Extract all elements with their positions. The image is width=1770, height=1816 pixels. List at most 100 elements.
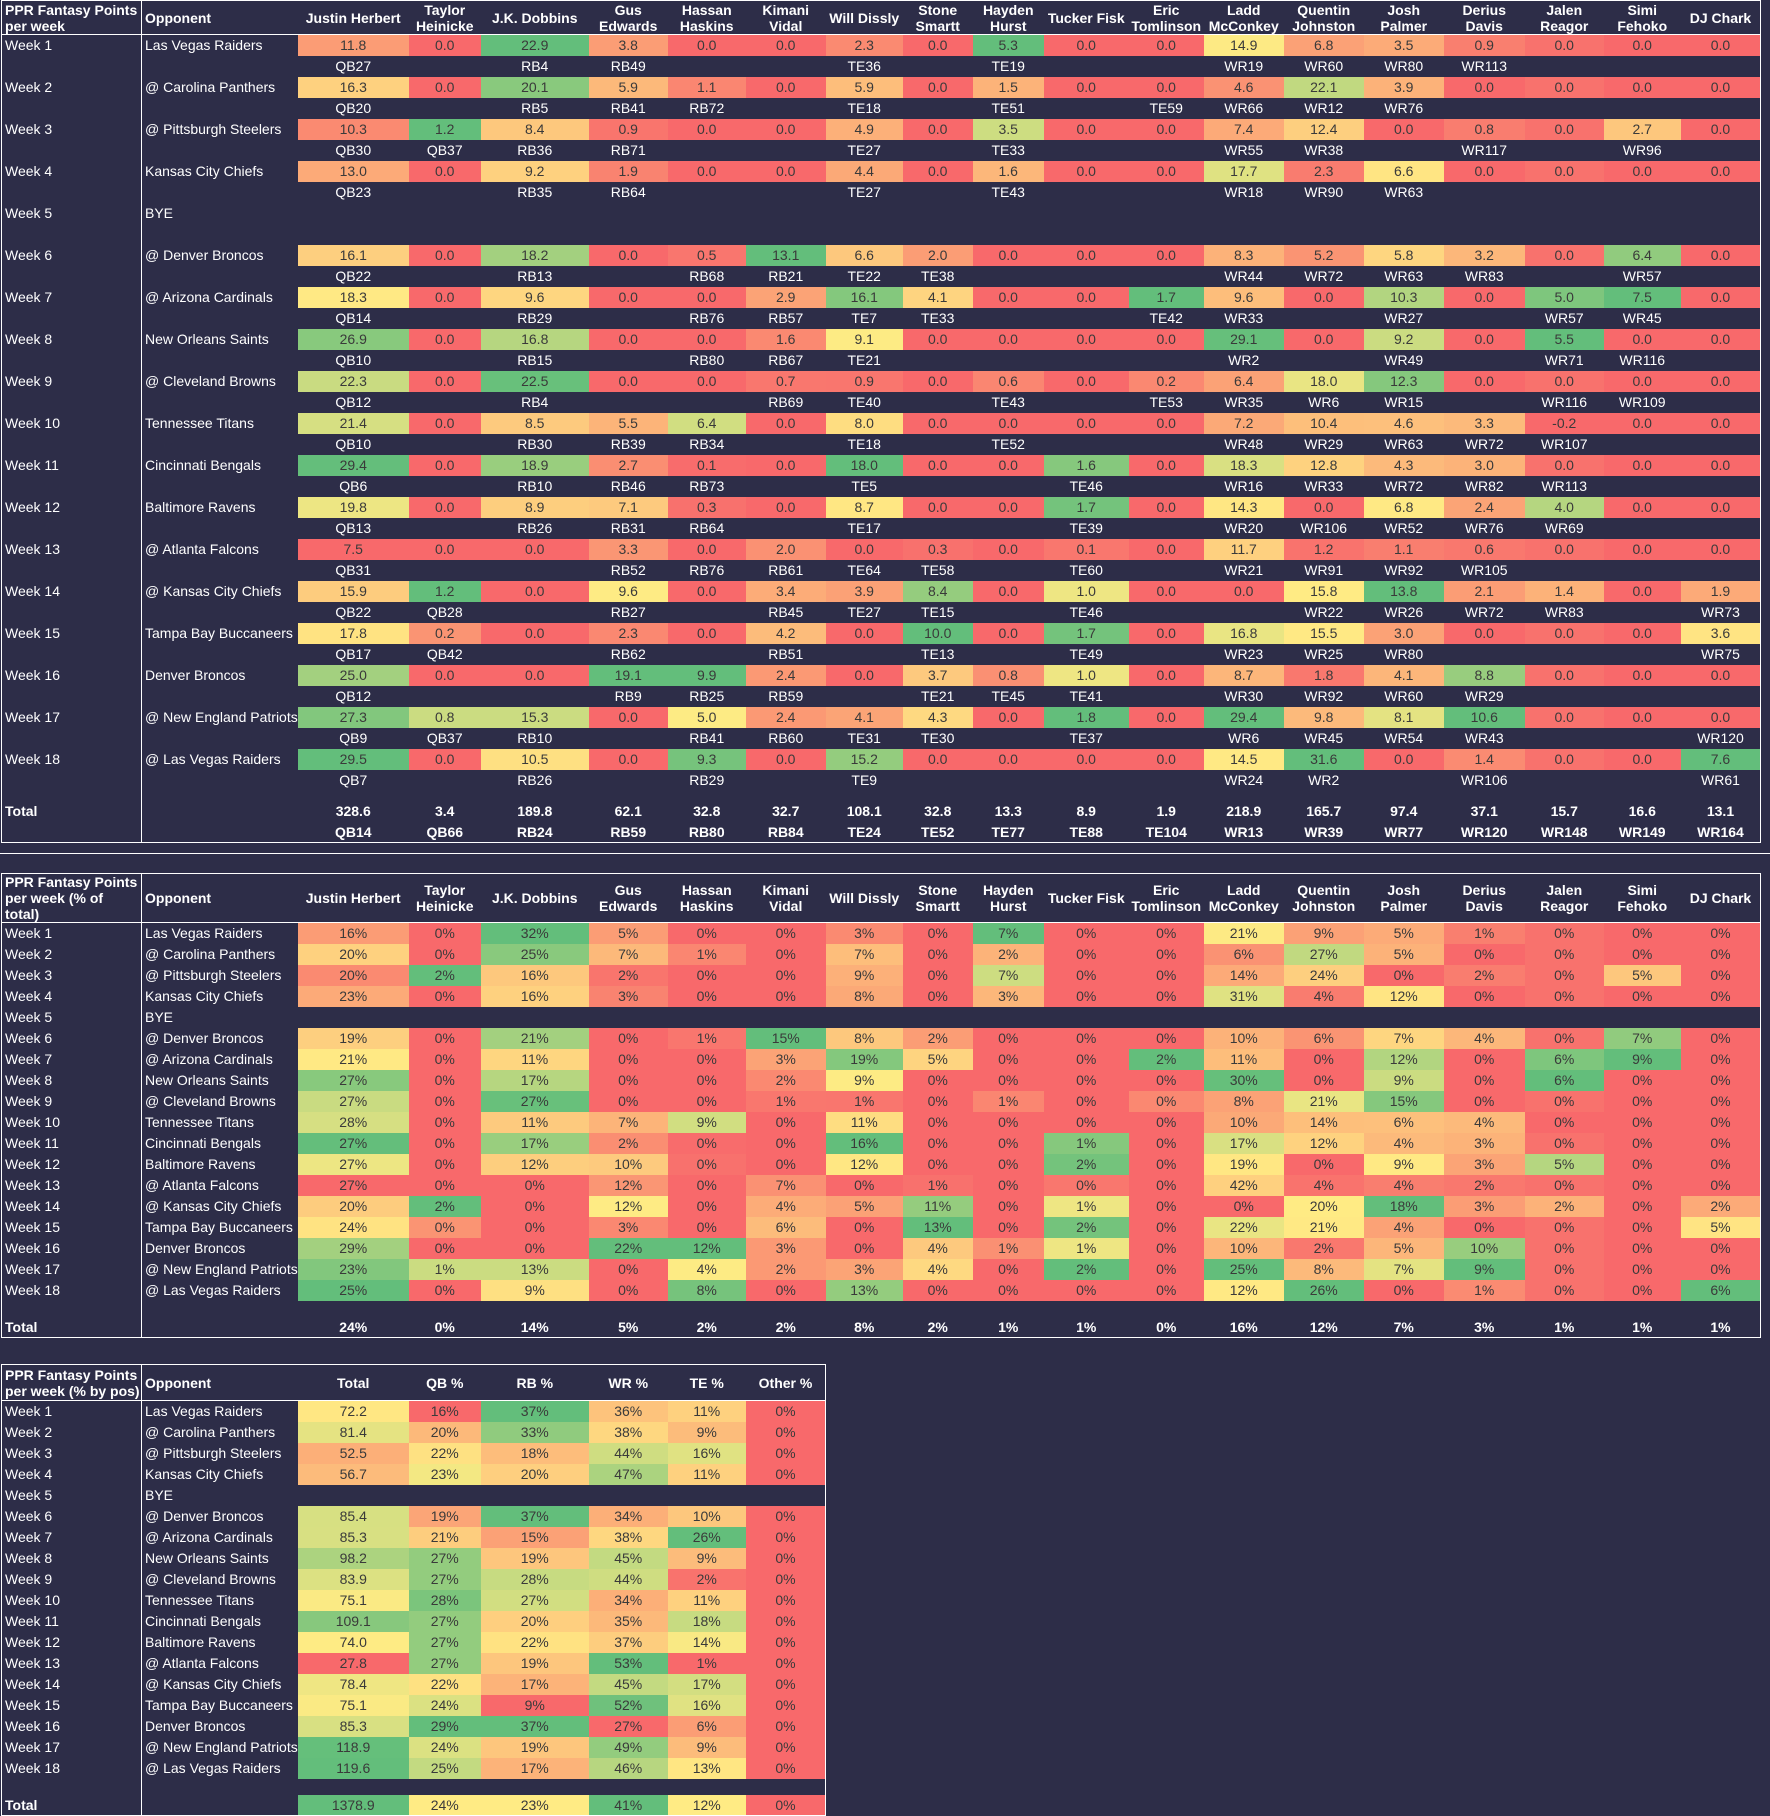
points-cell: 4.9 (825, 118, 903, 140)
rank-cell (973, 350, 1044, 371)
rank-cell (589, 392, 668, 413)
percent-cell: 4% (1443, 1027, 1525, 1049)
table-row: Week 7 @ Arizona Cardinals 85.3 21% 15% 38% 26… (2, 1526, 826, 1548)
rank-cell: QB37 (426, 142, 463, 158)
points-cell: 0.9 (825, 370, 903, 392)
empty-cell (1364, 203, 1444, 224)
table-row: Week 11 Cincinnati Bengals 27% 0% 17% 2% 0% 0% 1… (2, 1132, 1761, 1154)
percent-cell: 8% (825, 1027, 903, 1049)
points-cell: 7.5 (297, 538, 409, 560)
points-cell: 3.3 (1443, 412, 1525, 434)
total-rank-cell: RB80 (688, 823, 725, 840)
opponent-name: @ Carolina Panthers (140, 76, 298, 98)
total-cell: 0% (745, 1794, 826, 1816)
percent-cell: 12% (480, 1153, 589, 1175)
rank-cell: WR19 (1224, 58, 1264, 74)
rank-cell: TE43 (991, 394, 1025, 410)
spacer-row (2, 1300, 1761, 1317)
rank-cell: TE46 (1069, 478, 1103, 494)
points-cell: 1.2 (408, 580, 481, 602)
percent-cell: 9% (667, 1111, 746, 1133)
opponent-name: Las Vegas Raiders (140, 34, 298, 56)
percent-cell: 27% (297, 1132, 409, 1154)
rank-cell (1129, 518, 1204, 539)
opponent-name: Las Vegas Raiders (140, 922, 298, 944)
points-cell: 1.4 (1524, 580, 1604, 602)
value-cell: 28% (408, 1589, 481, 1611)
points-cell: 1.2 (1283, 538, 1364, 560)
percent-cell: 0% (902, 1090, 973, 1112)
percent-cell: 0% (588, 1027, 668, 1049)
rank-cell: RB15 (517, 352, 553, 368)
rank-cell: TE64 (847, 562, 881, 578)
points-cell: 6.4 (667, 412, 746, 434)
percent-cell: 0% (1603, 1258, 1681, 1280)
percent-cell: 0% (1680, 964, 1761, 986)
percent-cell: 12% (588, 1174, 668, 1196)
table-row: Week 11 Cincinnati Bengals 29.4 0.0 18.9 2.7 0… (2, 454, 1761, 476)
percent-cell: 14% (1203, 964, 1284, 986)
points-cell: 2.3 (588, 622, 668, 644)
percent-cell: 0% (972, 1048, 1044, 1070)
player-header-gus-edwards: Gus Edwards (599, 882, 658, 914)
points-cell: 2.3 (825, 34, 903, 56)
points-cell: 0.0 (745, 496, 826, 518)
rank-cell (1604, 728, 1681, 749)
table-row: Week 14 @ Kansas City Chiefs 78.4 22% 17% 45%… (2, 1673, 826, 1695)
table-row: Week 2 @ Carolina Panthers 20% 0% 25% 7% 1% 0% 7… (2, 943, 1761, 965)
points-cell: 0.0 (1603, 538, 1681, 560)
points-cell: 1.0 (1043, 664, 1129, 686)
percent-cell: 7% (1603, 1027, 1681, 1049)
points-cell: 0.0 (972, 412, 1044, 434)
percent-cell: 0% (1363, 1279, 1444, 1301)
percent-cell: 2% (1524, 1195, 1604, 1217)
rank-cell (1681, 224, 1761, 245)
value-cell: 0% (745, 1757, 826, 1779)
points-cell: 1.5 (972, 76, 1044, 98)
points-cell: 0.0 (1603, 76, 1681, 98)
rank-cell (1525, 728, 1604, 749)
total-cell: 328.6 (335, 803, 371, 819)
points-cell: 0.0 (408, 244, 481, 266)
opponent-name: @ Kansas City Chiefs (140, 580, 298, 602)
points-cell: 17.7 (1203, 160, 1284, 182)
value-cell: 27% (408, 1631, 481, 1653)
percent-cell: 4% (667, 1258, 746, 1280)
rank-cell (409, 476, 481, 497)
percent-cell: 16% (480, 985, 589, 1007)
total-rank-cell: WR164 (1697, 823, 1744, 840)
percent-cell: 0% (588, 1069, 668, 1091)
points-cell: 12.3 (1363, 370, 1444, 392)
percent-cell: 0% (667, 1132, 746, 1154)
points-cell: 4.0 (1524, 496, 1604, 518)
percent-cell: 10% (1203, 1111, 1284, 1133)
percent-cell: 0% (902, 1153, 973, 1175)
percent-cell: 0% (745, 1279, 826, 1301)
rank-cell: TE49 (1069, 646, 1103, 662)
percent-cell: 0% (588, 1090, 668, 1112)
player-header-gus-edwards: Gus Edwards (599, 1, 658, 34)
points-cell: 16.3 (297, 76, 409, 98)
percent-cell: 0% (1524, 943, 1604, 965)
rank-cell: QB10 (335, 352, 372, 368)
points-cell: 0.1 (667, 454, 746, 476)
empty-cell (746, 1485, 826, 1506)
percent-cell: 0% (902, 922, 973, 944)
percent-cell: 3% (825, 922, 903, 944)
rank-cell (746, 518, 826, 539)
points-cell: 4.6 (1203, 76, 1284, 98)
empty-cell (1284, 203, 1364, 224)
points-cell: 0.0 (972, 496, 1044, 518)
rank-cell (903, 56, 973, 77)
points-cell: 6.8 (1363, 496, 1444, 518)
week-label: Week 16 (5, 1240, 60, 1256)
rank-cell: WR82 (1464, 478, 1504, 494)
percent-cell: 0% (1680, 985, 1761, 1007)
rank-cell: RB41 (610, 100, 646, 116)
opponent-name: @ Kansas City Chiefs (140, 1195, 298, 1217)
percent-cell: 0% (667, 1048, 746, 1070)
percent-cell: 0% (1043, 1069, 1129, 1091)
total-cell: 41% (588, 1794, 668, 1816)
points-cell: 9.2 (1363, 328, 1444, 350)
rank-cell: QB28 (426, 604, 463, 620)
